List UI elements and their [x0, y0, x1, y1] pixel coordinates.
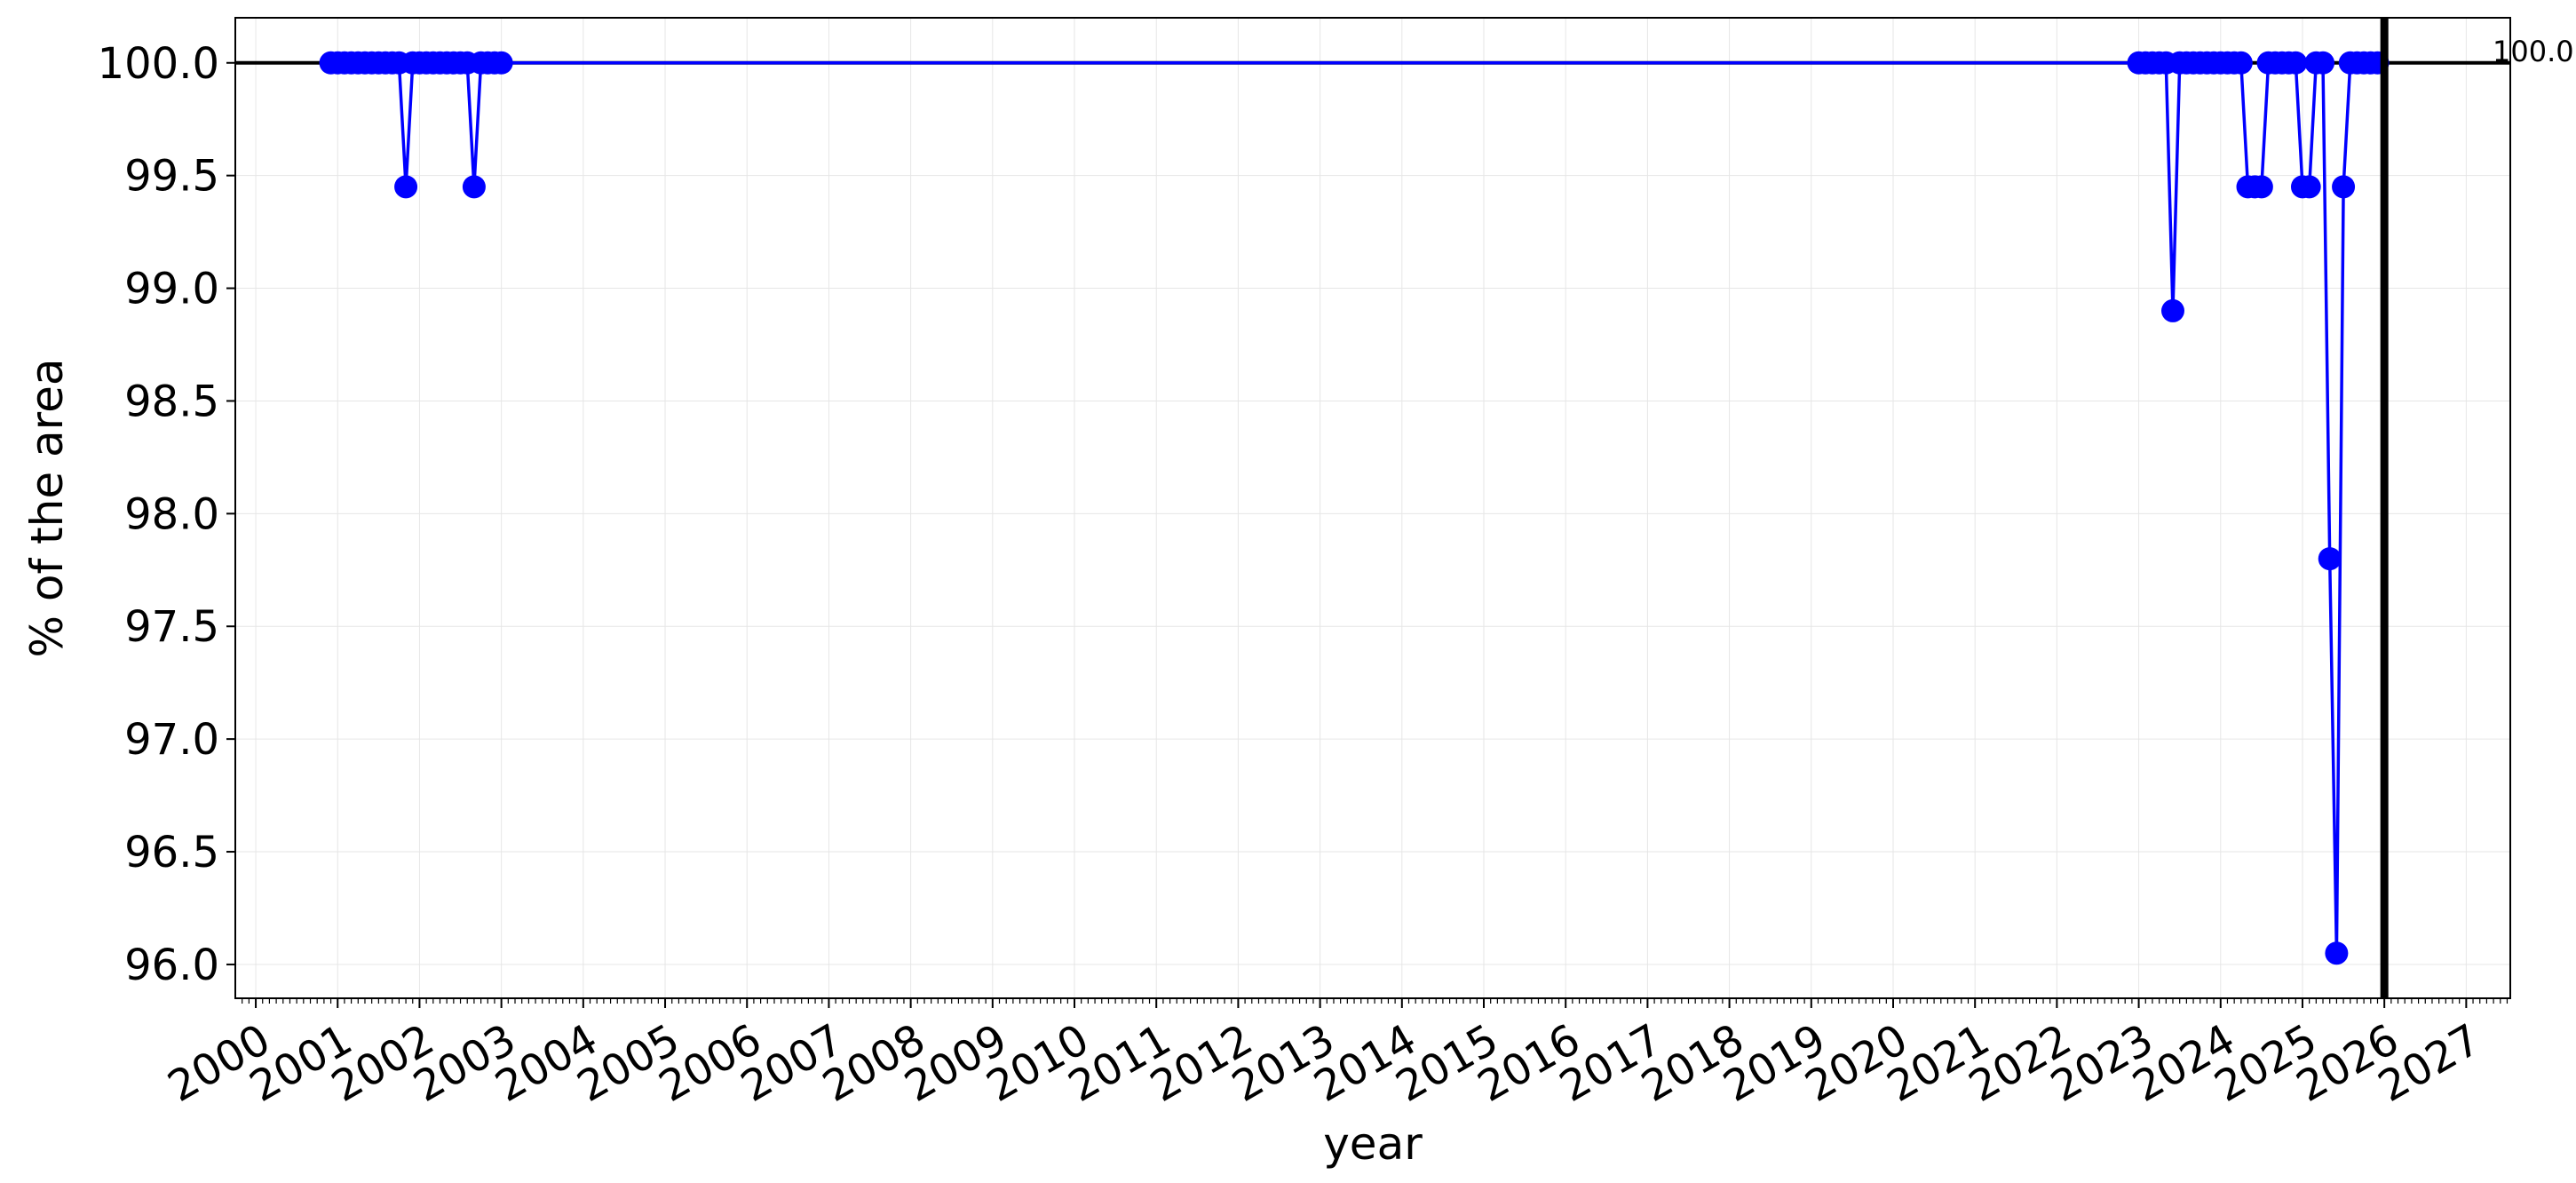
x-axis-title: year: [1323, 1118, 1423, 1170]
data-point: [2160, 298, 2184, 322]
y-tick-label: 97.5: [124, 602, 219, 652]
y-axis-title: % of the area: [21, 359, 73, 658]
plot-area: [235, 18, 2510, 998]
data-point: [2284, 51, 2308, 75]
y-tick-label: 100.0: [98, 39, 219, 89]
plot-frame: [234, 17, 2511, 999]
grid-layer: [235, 18, 2510, 998]
data-point: [462, 175, 486, 199]
data-point: [2318, 547, 2342, 571]
data-point: [2332, 175, 2356, 199]
y-tick-label: 99.0: [124, 265, 219, 314]
y-tick-label: 97.0: [124, 715, 219, 765]
y-tick-label: 98.0: [124, 489, 219, 539]
y-tick-label: 99.5: [124, 152, 219, 202]
y-axis-ticks: 96.0 96.5 97.0 97.5 98.0 98.5 99.0 99.5 100.0: [98, 39, 235, 990]
y-tick-label: 96.0: [124, 941, 219, 990]
data-point: [489, 51, 513, 75]
data-point: [2297, 175, 2321, 199]
y-tick-label: 98.5: [124, 377, 219, 426]
data-point: [2325, 941, 2349, 965]
reference-value-label: 100.0: [2493, 35, 2574, 68]
data-point: [2229, 51, 2253, 75]
data-point: [394, 175, 418, 199]
y-tick-label: 96.5: [124, 828, 219, 877]
data-point: [2249, 175, 2273, 199]
data-point: [2311, 51, 2335, 75]
